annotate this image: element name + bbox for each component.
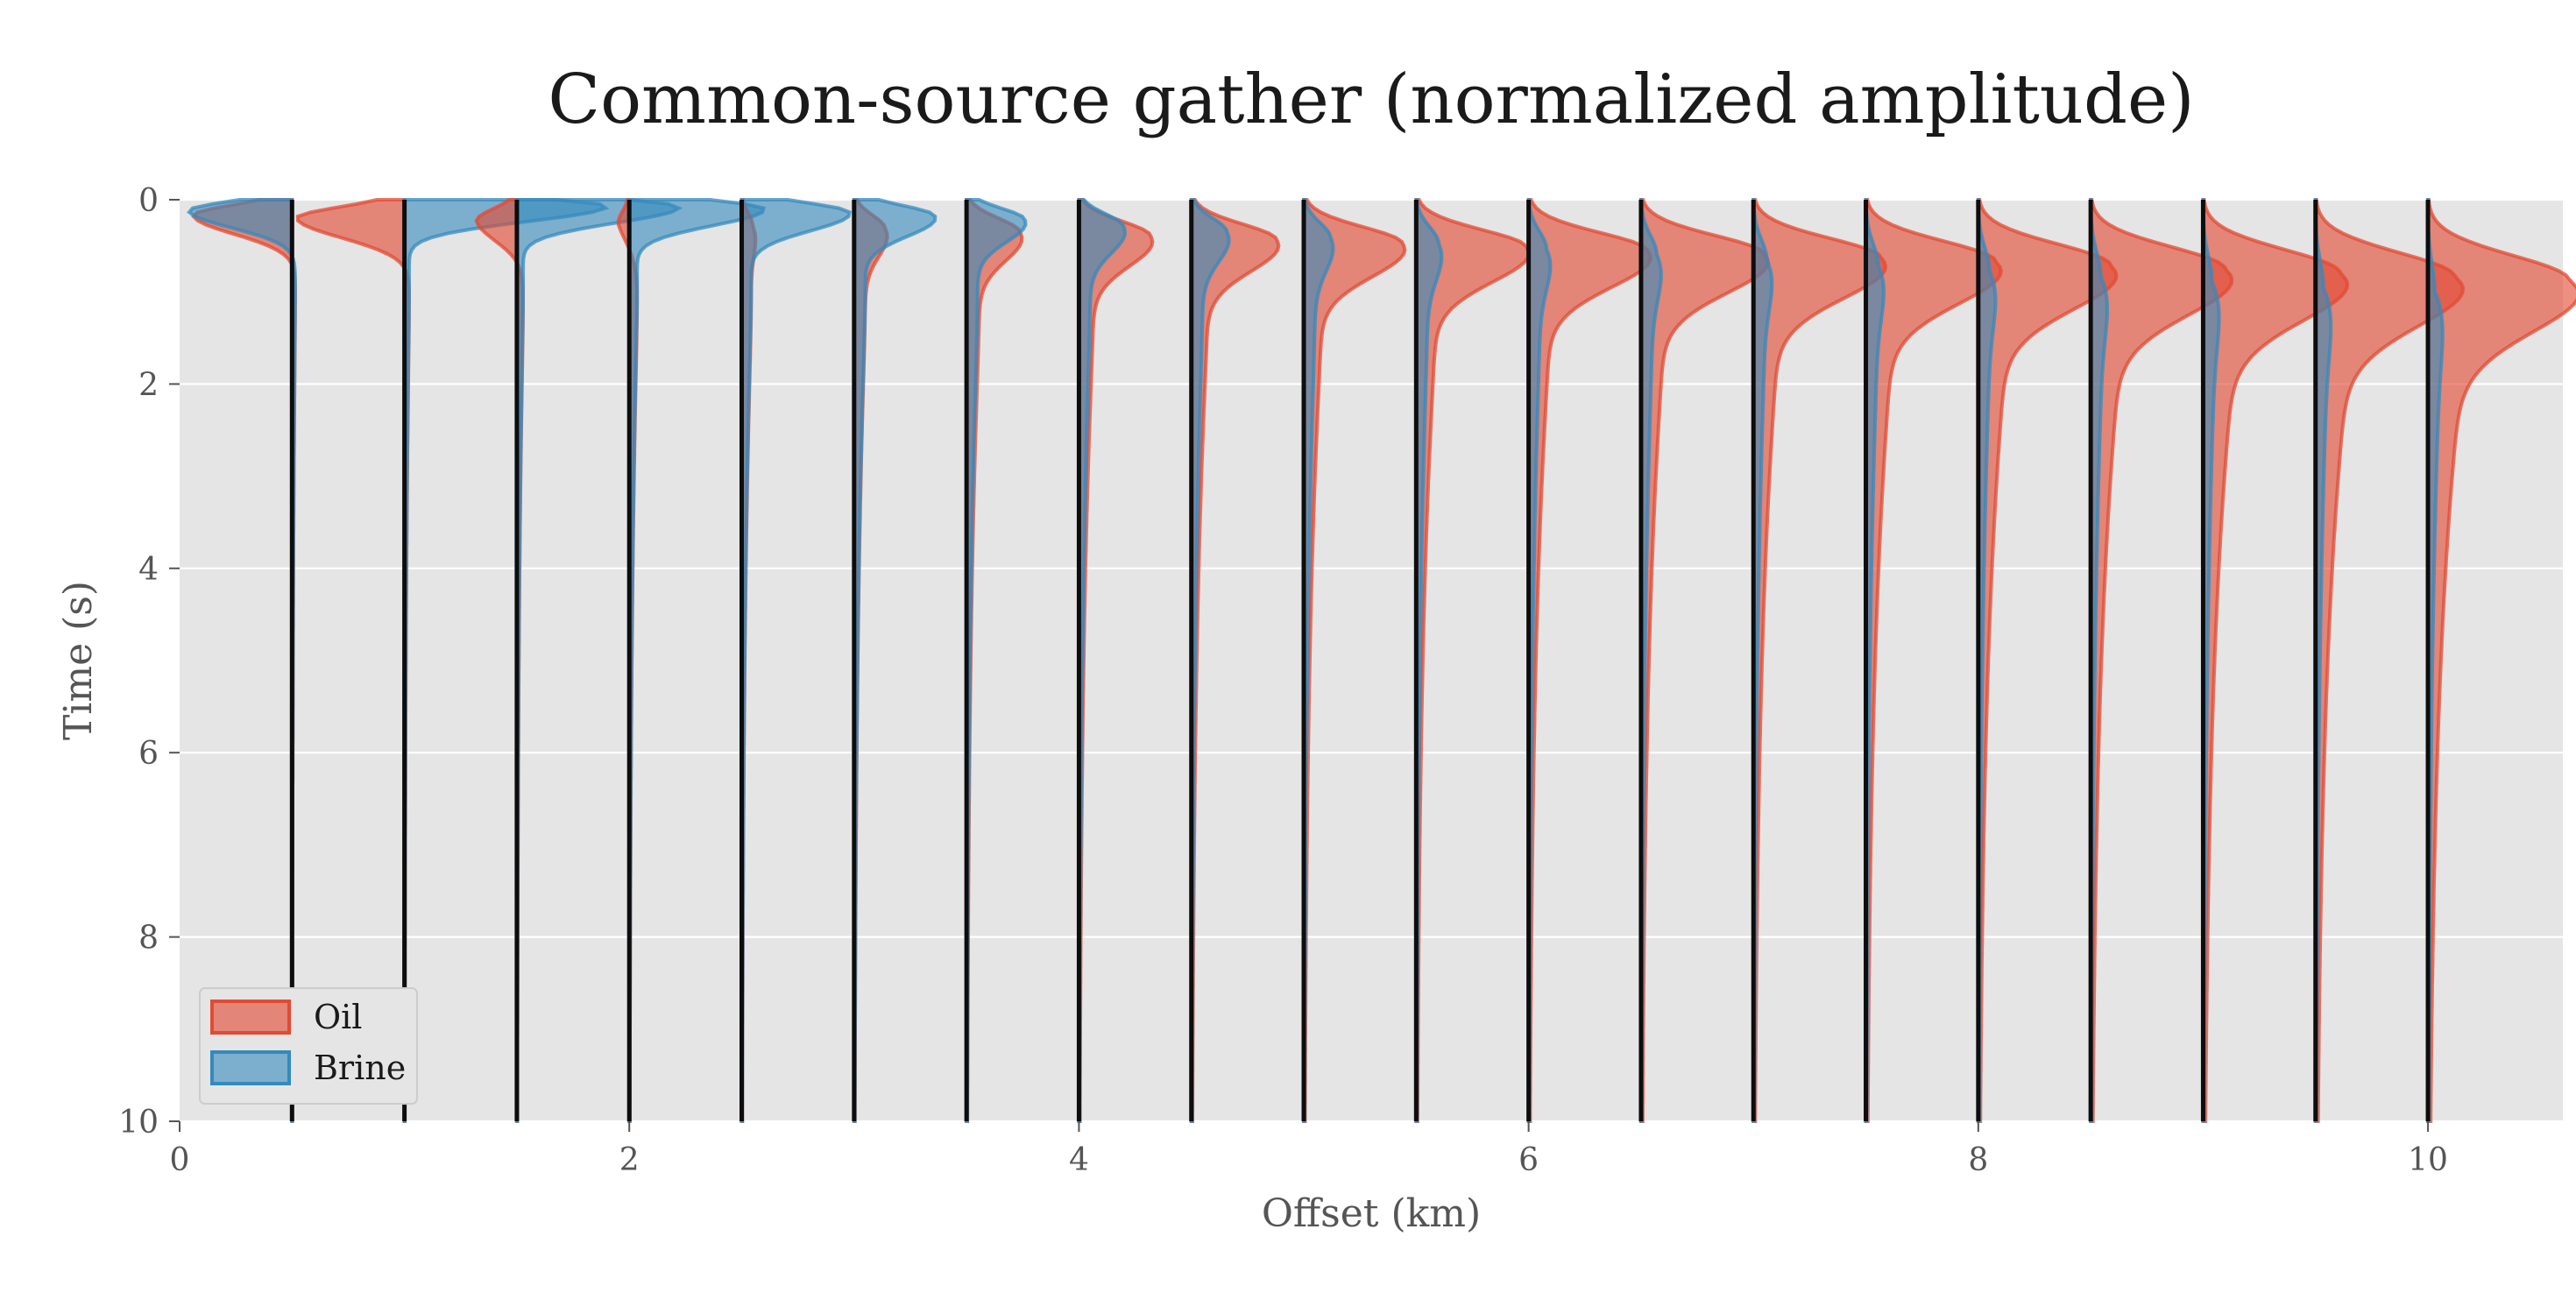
trace-group <box>2425 198 2576 1123</box>
trace-group <box>1864 198 2003 1123</box>
y-tick-label: 6 <box>138 736 159 772</box>
trace-group <box>295 198 610 1123</box>
trace-group <box>1189 198 1281 1123</box>
y-tick-label: 10 <box>118 1105 159 1141</box>
x-tick-label: 6 <box>1518 1142 1539 1178</box>
x-tick-label: 8 <box>1968 1142 1988 1178</box>
x-tick-label: 2 <box>619 1142 640 1178</box>
trace-group <box>187 198 297 1123</box>
y-axis-label: Time (s) <box>56 581 101 740</box>
axes: 0 2 4 6 8 10 0 2 4 6 8 10 <box>118 183 2448 1178</box>
x-tick-label: 10 <box>2408 1142 2448 1178</box>
trace-group <box>964 198 1028 1123</box>
y-tick-label: 2 <box>138 367 159 403</box>
trace-group <box>740 198 852 1123</box>
trace-group <box>852 198 938 1123</box>
y-tick-label: 8 <box>138 921 159 957</box>
y-tick-label: 0 <box>138 183 159 219</box>
trace-group <box>1076 198 1155 1123</box>
chart-title: Common-source gather (normalized amplitu… <box>548 60 2194 139</box>
legend-label-brine: Brine <box>314 1049 406 1087</box>
trace-group <box>1413 198 1531 1123</box>
trace-group <box>1526 198 1652 1123</box>
legend: Oil Brine <box>199 987 418 1105</box>
legend-swatch-brine <box>210 1050 291 1085</box>
trace-group <box>1751 198 1888 1123</box>
trace-group <box>1638 198 1771 1123</box>
x-axis-label: Offset (km) <box>1262 1191 1481 1236</box>
legend-swatch-oil <box>210 1000 291 1035</box>
legend-label-oil: Oil <box>314 998 362 1036</box>
trace-group <box>474 198 683 1123</box>
x-tick-label: 0 <box>170 1142 190 1178</box>
trace-oil <box>2426 198 2576 1123</box>
trace-group <box>1301 198 1407 1123</box>
trace-group <box>616 198 767 1123</box>
x-tick-label: 4 <box>1069 1142 1089 1178</box>
y-tick-label: 4 <box>138 552 159 588</box>
traces <box>187 198 2576 1123</box>
plot-area <box>180 200 2563 1121</box>
